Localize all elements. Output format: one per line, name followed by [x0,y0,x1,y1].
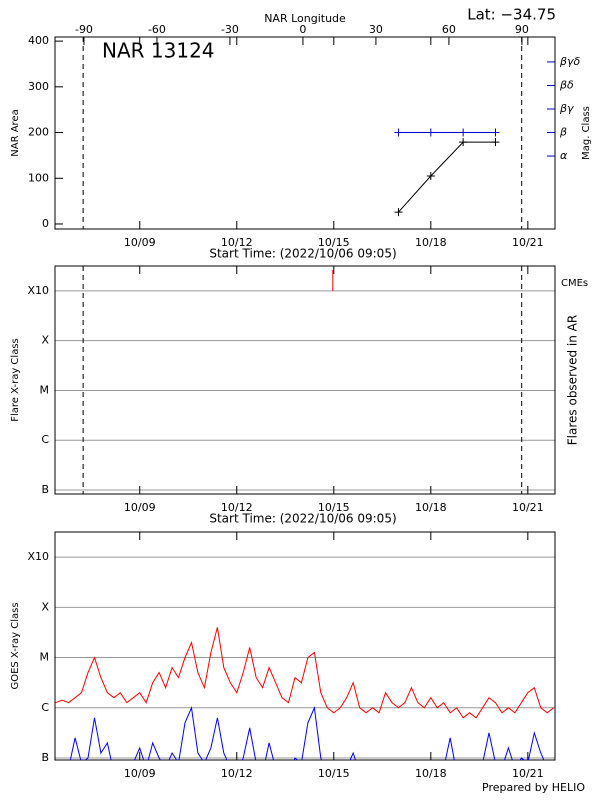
marker [491,138,500,147]
y-tick-label: X [41,600,49,613]
footer: Prepared by HELIO [482,781,585,794]
x2-tick-label: -60 [148,23,166,36]
y-tick-label: C [41,433,49,446]
marker [394,208,403,217]
y-label: GOES X-ray Class [10,602,21,689]
x-tick-label: 10/12 [221,767,253,780]
x-tick-label: 10/18 [415,767,447,780]
event-legend: CMEs [561,278,588,289]
y2-label: Mag. Class [581,106,592,160]
marker [394,128,403,137]
y-tick-label: X [41,334,49,347]
series-line [69,705,545,760]
marker [426,128,435,137]
y2-tick-label: βγ [559,102,574,115]
y-tick-label: X10 [27,550,49,563]
y-tick-label: M [40,383,50,396]
x2-label: NAR Longitude [264,12,346,25]
x-tick-label: 10/21 [512,236,544,249]
series-line [398,141,496,213]
y-tick-label: 400 [28,34,49,47]
marker [426,171,435,180]
x-tick-label: 10/18 [415,236,447,249]
x-tick-label: 10/18 [415,501,447,514]
y-tick-label: 0 [42,217,49,230]
y2-label: Flares observed in AR [566,315,580,445]
x-tick-label: 10/12 [221,501,253,514]
x2-tick-label: 90 [515,23,529,36]
marker [491,128,500,137]
x2-tick-label: 60 [442,23,456,36]
x-tick-label: 10/15 [318,236,350,249]
y-tick-label: C [41,701,49,714]
y-label: NAR Area [10,109,21,156]
x2-tick-label: -30 [221,23,239,36]
x-tick-label: 10/12 [221,236,253,249]
plot-frame [54,531,556,761]
x-tick-label: 10/21 [512,501,544,514]
panel-title: NAR 13124 [102,39,215,63]
y-tick-label: X10 [27,284,49,297]
y2-tick-label: β [559,126,567,139]
x2-tick-label: 30 [369,23,383,36]
y2-tick-label: βδ [559,78,574,91]
latitude: Lat: −34.75 [467,6,556,24]
y-label: Flare X-ray Class [10,338,21,422]
x-tick-label: 10/15 [318,767,350,780]
x-tick-label: 10/21 [512,767,544,780]
x-tick-label: 10/09 [124,767,156,780]
plot-frame [54,265,556,495]
x-tick-label: 10/09 [124,501,156,514]
x-label: Start Time: (2022/10/06 09:05) [209,247,396,261]
y-tick-label: B [41,751,49,764]
plot-frame [54,36,556,230]
marker [459,128,468,137]
y2-tick-label: βγδ [559,55,581,68]
y-tick-label: M [40,651,50,664]
series-line [55,627,555,719]
x-tick-label: 10/09 [124,236,156,249]
marker [459,138,468,147]
y2-tick-label: α [560,149,568,162]
y-tick-label: 300 [28,80,49,93]
x2-tick-label: -90 [75,23,93,36]
y-tick-label: B [41,483,49,496]
y-tick-label: 200 [28,126,49,139]
y-tick-label: 100 [28,171,49,184]
x2-tick-label: 0 [299,23,306,36]
x-tick-label: 10/15 [318,501,350,514]
x-label: Start Time: (2022/10/06 09:05) [209,512,396,526]
